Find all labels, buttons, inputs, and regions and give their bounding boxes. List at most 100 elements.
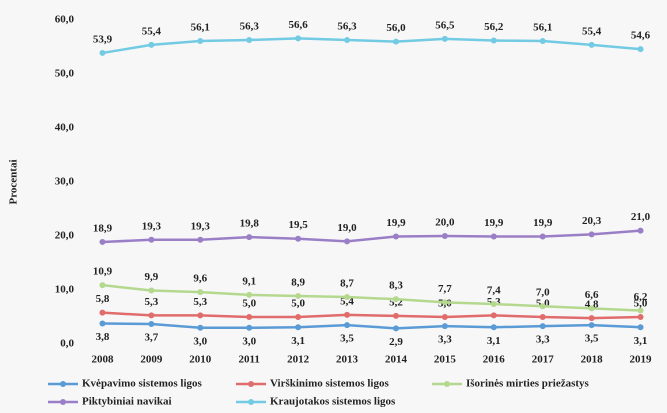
- point: [588, 231, 595, 238]
- value-label: 19,3: [191, 220, 211, 232]
- y-tick-label: 30,0: [55, 176, 75, 188]
- legend-label: Išorinės mirties priežastys: [466, 378, 590, 390]
- value-label: 3,0: [193, 335, 207, 347]
- point: [637, 227, 644, 234]
- point: [99, 282, 106, 289]
- value-label: 55,4: [582, 25, 602, 37]
- point: [490, 324, 497, 331]
- value-label: 9,9: [145, 271, 159, 283]
- x-tick-label: 2010: [189, 354, 212, 366]
- x-tick-label: 2008: [91, 354, 114, 366]
- value-label: 56,2: [484, 21, 504, 33]
- value-label: 18,9: [93, 222, 113, 234]
- point: [637, 46, 644, 53]
- value-label: 3,1: [291, 335, 305, 347]
- point: [392, 296, 399, 303]
- value-label: 56,3: [240, 21, 260, 33]
- value-label: 8,7: [340, 278, 354, 290]
- point: [490, 312, 497, 319]
- legend-marker: [444, 381, 450, 387]
- point: [441, 35, 448, 42]
- x-tick-label: 2009: [140, 354, 163, 366]
- value-label: 53,9: [93, 33, 113, 45]
- point: [197, 324, 204, 331]
- point: [539, 323, 546, 330]
- y-tick-label: 20,0: [55, 230, 75, 242]
- point: [197, 38, 204, 45]
- value-label: 56,5: [435, 19, 455, 31]
- legend-label: Kraujotakos sistemos ligos: [270, 396, 396, 408]
- point: [441, 299, 448, 306]
- point: [344, 322, 351, 329]
- point: [295, 235, 302, 242]
- point: [99, 49, 106, 56]
- point: [539, 38, 546, 45]
- point: [392, 312, 399, 319]
- x-tick-label: 2014: [385, 354, 408, 366]
- y-tick-label: 40,0: [55, 122, 75, 134]
- value-label: 8,9: [291, 276, 305, 288]
- point: [99, 320, 106, 327]
- value-label: 3,0: [242, 335, 256, 347]
- point: [588, 305, 595, 312]
- point: [148, 321, 155, 328]
- x-tick-label: 2018: [581, 354, 604, 366]
- series-line: [102, 311, 641, 320]
- point: [295, 324, 302, 331]
- value-label: 19,5: [289, 219, 309, 231]
- value-label: 6,6: [585, 289, 599, 301]
- value-label: 5,0: [634, 298, 648, 310]
- value-label: 54,6: [631, 30, 651, 42]
- value-label: 55,4: [142, 25, 162, 37]
- point: [539, 303, 546, 310]
- point: [295, 292, 302, 299]
- point: [588, 322, 595, 329]
- point: [490, 301, 497, 308]
- value-label: 5,3: [145, 296, 159, 308]
- y-axis-label: Procentai: [8, 159, 20, 204]
- value-label: 3,5: [340, 333, 354, 345]
- y-tick-label: 0,0: [60, 338, 74, 350]
- point: [588, 315, 595, 322]
- value-label: 3,7: [145, 332, 159, 344]
- x-tick-label: 2016: [483, 354, 506, 366]
- value-label: 8,3: [389, 280, 403, 292]
- series-line: [102, 229, 641, 244]
- value-label: 56,1: [191, 22, 210, 34]
- point: [441, 314, 448, 320]
- value-label: 19,3: [142, 220, 162, 232]
- value-label: 56,6: [289, 19, 309, 31]
- value-label: 9,6: [193, 273, 207, 285]
- value-label: 19,9: [533, 217, 553, 229]
- x-tick-label: 2017: [532, 354, 555, 366]
- point: [295, 35, 302, 42]
- series-line: [102, 283, 641, 312]
- value-label: 21,0: [631, 211, 651, 223]
- point: [344, 36, 351, 43]
- value-label: 19,9: [386, 217, 406, 229]
- legend-label: Kvėpavimo sistemos ligos: [82, 378, 202, 390]
- point: [99, 238, 106, 245]
- point: [539, 233, 546, 240]
- point: [539, 314, 546, 320]
- y-tick-label: 10,0: [55, 284, 75, 296]
- value-label: 3,3: [438, 334, 452, 346]
- point: [246, 324, 253, 331]
- value-label: 3,1: [487, 335, 501, 347]
- point: [246, 36, 253, 43]
- point: [441, 233, 448, 239]
- value-label: 7,4: [487, 285, 501, 297]
- x-tick-label: 2012: [287, 354, 310, 366]
- value-label: 7,7: [438, 283, 452, 295]
- value-label: 3,3: [536, 334, 550, 346]
- value-label: 19,9: [484, 217, 504, 229]
- value-label: 5,0: [242, 298, 256, 310]
- point: [392, 38, 399, 45]
- x-tick-label: 2015: [434, 354, 457, 366]
- value-label: 20,0: [435, 217, 455, 229]
- value-label: 5,8: [96, 293, 110, 305]
- legend-label: Virškinimo sistemos ligos: [270, 378, 389, 390]
- value-label: 9,1: [242, 275, 256, 287]
- value-label: 20,3: [582, 215, 602, 227]
